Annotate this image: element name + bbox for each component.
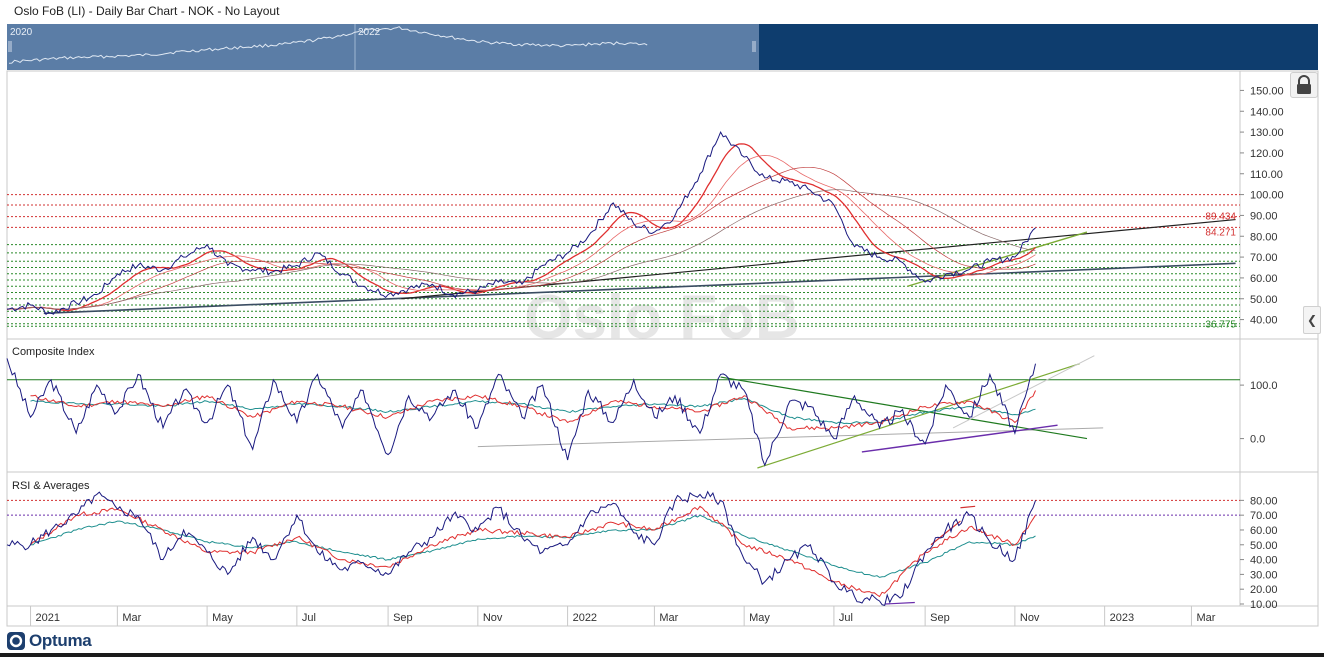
x-tick-label: Sep (930, 612, 950, 624)
composite-y-axis: 0.0 100.0 (1240, 380, 1278, 446)
rsi-y-tick-label: 40.00 (1250, 555, 1278, 567)
rsi-y-tick-label: 80.00 (1250, 495, 1278, 507)
price-horizontal-levels (7, 194, 1240, 327)
lock-icon (1297, 75, 1311, 94)
rsi-y-tick-label: 30.00 (1250, 569, 1278, 581)
rsi-y-axis: 10.00 20.00 30.00 40.00 50.00 60.00 70.00 80.00 (1240, 495, 1278, 611)
x-tick-label: Mar (122, 612, 141, 624)
price-y-tick-label: 100.00 (1250, 190, 1284, 202)
price-y-axis: 40.00 50.00 60.00 70.00 80.00 90.00 100.00 110.… (1240, 85, 1284, 327)
price-y-tick-label: 150.00 (1250, 85, 1284, 97)
rsi-y-tick-label: 10.00 (1250, 599, 1278, 611)
price-level-annotation: 36.775 (1205, 319, 1236, 330)
rsi-y-tick-label: 70.00 (1250, 510, 1278, 522)
rsi-reference-lines (7, 499, 1240, 516)
composite-red-average (30, 390, 1036, 431)
x-tick-label: 2022 (573, 612, 597, 624)
lock-button[interactable] (1290, 72, 1318, 98)
optuma-logo-icon (7, 632, 25, 650)
navigator-handle-left[interactable] (8, 41, 12, 52)
rsi-teal-average (30, 514, 1036, 578)
rsi-trendline-up (930, 520, 961, 546)
x-tick-label: Jul (302, 612, 316, 624)
rsi-red-average (30, 505, 1036, 598)
composite-trendline-purple (861, 424, 1058, 453)
x-tick-label: 2021 (36, 612, 60, 624)
optuma-logo-text: Optuma (29, 631, 92, 650)
rsi-trendline-top (960, 505, 976, 509)
price-y-tick-label: 130.00 (1250, 127, 1284, 139)
collapse-panel-button[interactable]: ❮ (1303, 306, 1321, 334)
x-tick-label: Mar (659, 612, 678, 624)
price-moving-average (6, 189, 1036, 310)
price-y-tick-label: 110.00 (1250, 169, 1283, 181)
price-y-tick-label: 80.00 (1250, 231, 1278, 243)
price-moving-average (6, 166, 1036, 310)
x-tick-label: May (749, 612, 770, 624)
x-tick-label: Nov (483, 612, 503, 624)
composite-y-tick-label: 100.0 (1250, 380, 1278, 392)
window-title: Oslo FoB (LI) - Daily Bar Chart - NOK - … (14, 4, 280, 18)
x-tick-label: May (212, 612, 233, 624)
price-y-tick-label: 40.00 (1250, 315, 1278, 327)
optuma-logo: Optuma (6, 630, 92, 652)
time-x-axis[interactable]: 2021 Mar May Jul Sep Nov 2022 Mar May Jul Sep Nov 20… (30, 606, 1216, 626)
price-y-tick-label: 120.00 (1250, 148, 1284, 160)
composite-trendlines[interactable] (477, 355, 1104, 469)
rsi-y-tick-label: 20.00 (1250, 584, 1278, 596)
composite-index-line[interactable] (6, 358, 1036, 467)
composite-trendline-up (757, 363, 1080, 469)
price-level-annotation: 89.434 (1205, 212, 1236, 223)
price-y-tick-label: 70.00 (1250, 252, 1278, 264)
bottom-bar (0, 653, 1324, 657)
chart-frame (6, 70, 1319, 627)
composite-trendline-gray-high (952, 355, 1095, 429)
navigator-handle-right[interactable] (752, 41, 756, 52)
navigator-background[interactable] (7, 24, 759, 70)
composite-y-tick-label: 0.0 (1250, 434, 1265, 446)
navigator-unused-range[interactable] (759, 24, 1318, 70)
x-tick-label: Sep (393, 612, 413, 624)
rsi-panel-title: RSI & Averages (12, 480, 90, 492)
composite-trendline-down (720, 376, 1088, 440)
price-level-annotations: 89.434 84.271 36.775 (1205, 212, 1236, 331)
x-tick-label: 2023 (1110, 612, 1134, 624)
composite-teal-average (30, 397, 1036, 425)
price-moving-average (6, 155, 1036, 310)
chevron-left-icon: ❮ (1306, 313, 1318, 327)
navigator-year-2020: 2020 (10, 27, 33, 38)
price-trendline-long (43, 262, 1236, 315)
navigator-strip[interactable]: 2020 2022 (7, 24, 1318, 70)
rsi-y-tick-label: 60.00 (1250, 525, 1278, 537)
navigator-price-line (8, 26, 648, 64)
price-y-tick-label: 140.00 (1250, 106, 1284, 118)
price-y-tick-label: 90.00 (1250, 210, 1278, 222)
composite-trendline-gray-low (477, 427, 1104, 448)
composite-panel-title: Composite Index (12, 346, 95, 358)
price-y-tick-label: 60.00 (1250, 273, 1278, 285)
navigator-year-2022: 2022 (358, 27, 381, 38)
price-series-line[interactable] (6, 130, 1036, 316)
rsi-trendline-low (885, 601, 915, 605)
watermark: Oslo FoB (524, 283, 800, 352)
rsi-line[interactable] (6, 490, 1036, 607)
rsi-y-tick-label: 50.00 (1250, 540, 1278, 552)
rsi-trendlines[interactable] (885, 505, 976, 605)
price-moving-average (6, 143, 1036, 312)
x-tick-label: Mar (1196, 612, 1215, 624)
price-y-tick-label: 50.00 (1250, 294, 1278, 306)
x-tick-label: Nov (1020, 612, 1040, 624)
price-level-annotation: 84.271 (1205, 227, 1236, 238)
price-moving-averages (6, 143, 1036, 312)
x-tick-label: Jul (839, 612, 853, 624)
